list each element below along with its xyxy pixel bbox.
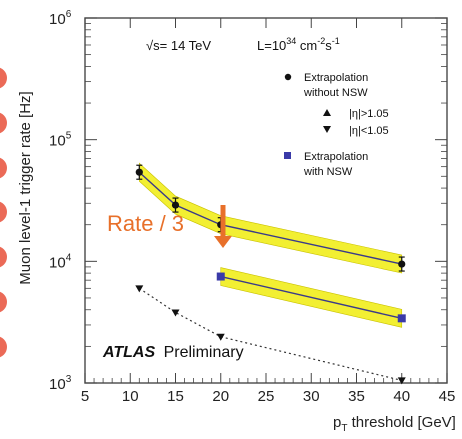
x-tick-label-8: 45 [439, 388, 456, 405]
point-square-1-0 [216, 272, 225, 281]
x-axis-label-p: p [333, 414, 341, 431]
legend-label-with-nsw-2: with NSW [303, 166, 353, 178]
rate-arrow-head [214, 236, 232, 248]
point-square-1-1 [397, 314, 406, 323]
luminosity-annotation: L=1034 cm-2s-1 [257, 36, 340, 53]
legend-label-without-nsw-2: without NSW [303, 87, 368, 99]
x-tick-label-5: 30 [303, 388, 320, 405]
energy-annotation: √s= 14 TeV [146, 38, 211, 53]
legend-label-with-nsw-1: Extrapolation [304, 151, 368, 163]
legend-marker-square [284, 152, 291, 159]
decorative-dot-6 [0, 336, 7, 358]
decorative-dot-0 [0, 67, 7, 89]
legend-label-eta-lt: |η|<1.05 [349, 125, 389, 137]
y-tick-label-3: 106 [49, 9, 72, 28]
point-triangle-down-2-3 [397, 377, 406, 385]
series-lines [138, 171, 402, 382]
x-tick-label-4: 25 [258, 388, 275, 405]
decorative-dot-4 [0, 246, 7, 268]
series-band-0 [139, 162, 403, 274]
uncertainty-bands [139, 162, 403, 328]
lumi-unit: cm [296, 38, 317, 53]
x-tick-label-6: 35 [348, 388, 365, 405]
point-circle-0-1 [171, 201, 180, 209]
legend-label-without-nsw-1: Extrapolation [304, 72, 368, 84]
decorative-markers [0, 67, 7, 358]
legend-marker-triangle-down [323, 126, 331, 133]
axis-ticks: 5 10 15 20 25 30 35 40 45 103 104 105 106 [49, 9, 455, 405]
plot-frame [84, 17, 448, 384]
point-circle-0-3 [398, 260, 406, 268]
x-axis-label-sub: T [341, 423, 347, 434]
x-axis-label: pT threshold [GeV] [333, 414, 456, 434]
atlas-label: ATLAS Preliminary [102, 344, 244, 361]
lumi-unit-exp: -2 [317, 36, 325, 46]
y-axis-label: Muon level-1 trigger rate [Hz] [17, 91, 34, 284]
point-circle-0-0 [135, 168, 143, 176]
y-tick-label-0: 103 [49, 374, 72, 393]
rate-arrow [214, 205, 232, 248]
y-tick-label-1: 104 [49, 252, 72, 271]
point-triangle-down-2-0 [135, 285, 144, 293]
atlas-experiment: ATLAS [102, 344, 155, 361]
decorative-dot-5 [0, 291, 7, 313]
y-tick-label-2: 105 [49, 131, 72, 150]
energy-label: √s= 14 TeV [146, 38, 211, 53]
lumi-prefix: L=10 [257, 38, 286, 53]
rate-label: Rate / 3 [107, 211, 184, 236]
x-tick-label-1: 10 [122, 388, 139, 405]
decorative-dot-1 [0, 112, 7, 134]
decorative-dot-2 [0, 157, 7, 179]
series-line-2 [138, 287, 402, 382]
lumi-s-exp: -1 [332, 36, 340, 46]
lumi-exp: 34 [286, 36, 296, 46]
x-tick-label-2: 15 [167, 388, 184, 405]
legend-marker-triangle-up [323, 109, 331, 116]
x-tick-label-3: 20 [212, 388, 229, 405]
point-triangle-down-2-1 [171, 309, 180, 317]
legend-label-eta-gt: |η|>1.05 [349, 108, 389, 120]
legend: Extrapolation without NSW |η|>1.05 |η|<1… [284, 72, 389, 178]
x-tick-label-7: 40 [393, 388, 410, 405]
legend-marker-circle [284, 73, 292, 81]
series-line-1 [220, 275, 402, 320]
point-triangle-down-2-2 [216, 333, 225, 341]
lumi-s: s [325, 38, 332, 53]
x-tick-label-0: 5 [81, 388, 89, 405]
x-axis-label-rest: threshold [GeV] [347, 414, 455, 431]
decorative-dot-3 [0, 201, 7, 223]
series-line-0 [138, 171, 402, 265]
atlas-status: Preliminary [164, 344, 244, 361]
